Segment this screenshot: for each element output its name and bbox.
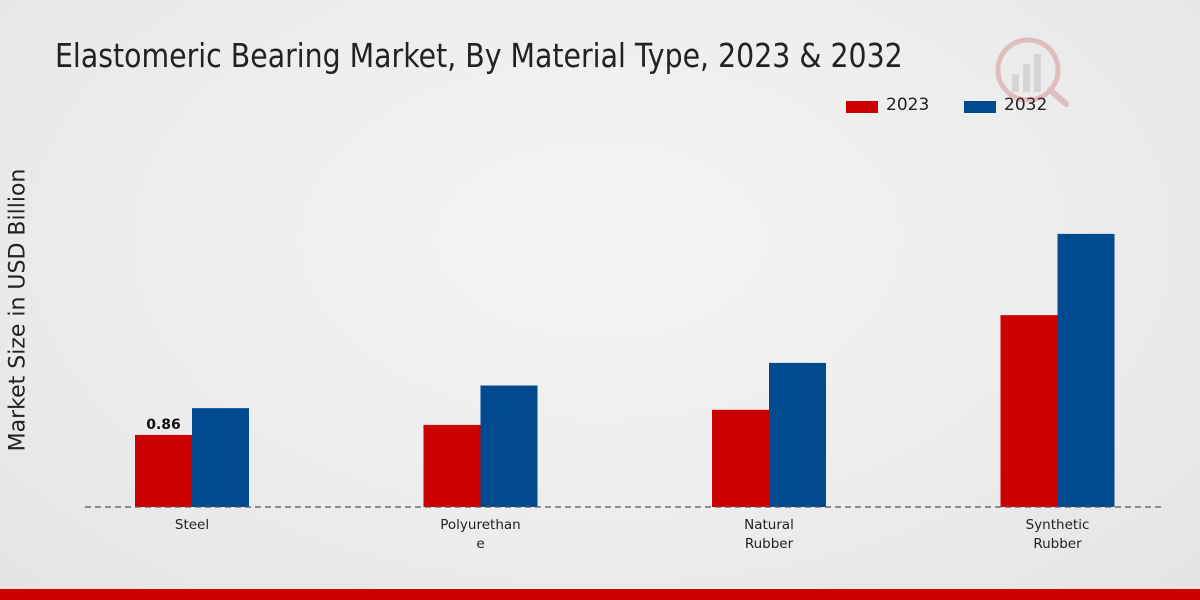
x-tick-label-steel: Steel [175,517,209,533]
bar-steel-2032 [192,408,249,507]
legend-swatch-2032 [964,101,996,113]
legend-swatch-2023 [846,101,878,113]
bar-natural-rubber-2023 [712,409,769,507]
footer-accent-bar [0,589,1200,600]
legend-label-2023: 2023 [886,95,930,115]
x-tick-label-synthetic-rubber: Synthetic Rubber [1026,517,1090,552]
bar-synthetic-rubber-2032 [1057,233,1115,507]
chart-title: Elastomeric Bearing Market, By Material … [55,36,903,75]
x-tick-label-polyurethane: Polyurethan e [440,517,520,552]
legend-label-2032: 2032 [1004,95,1048,115]
bar-polyurethane-2032 [480,385,538,507]
bar-polyurethane-2023 [423,424,481,507]
bar-chart-logo-icon [995,37,1069,107]
bar-steel-2023 [135,434,192,507]
x-tick-label-natural-rubber: Natural Rubber [744,517,794,552]
bar-synthetic-rubber-2023 [1000,315,1058,507]
bar-natural-rubber-2032 [769,362,826,507]
data-label-steel-2023: 0.86 [146,417,181,433]
